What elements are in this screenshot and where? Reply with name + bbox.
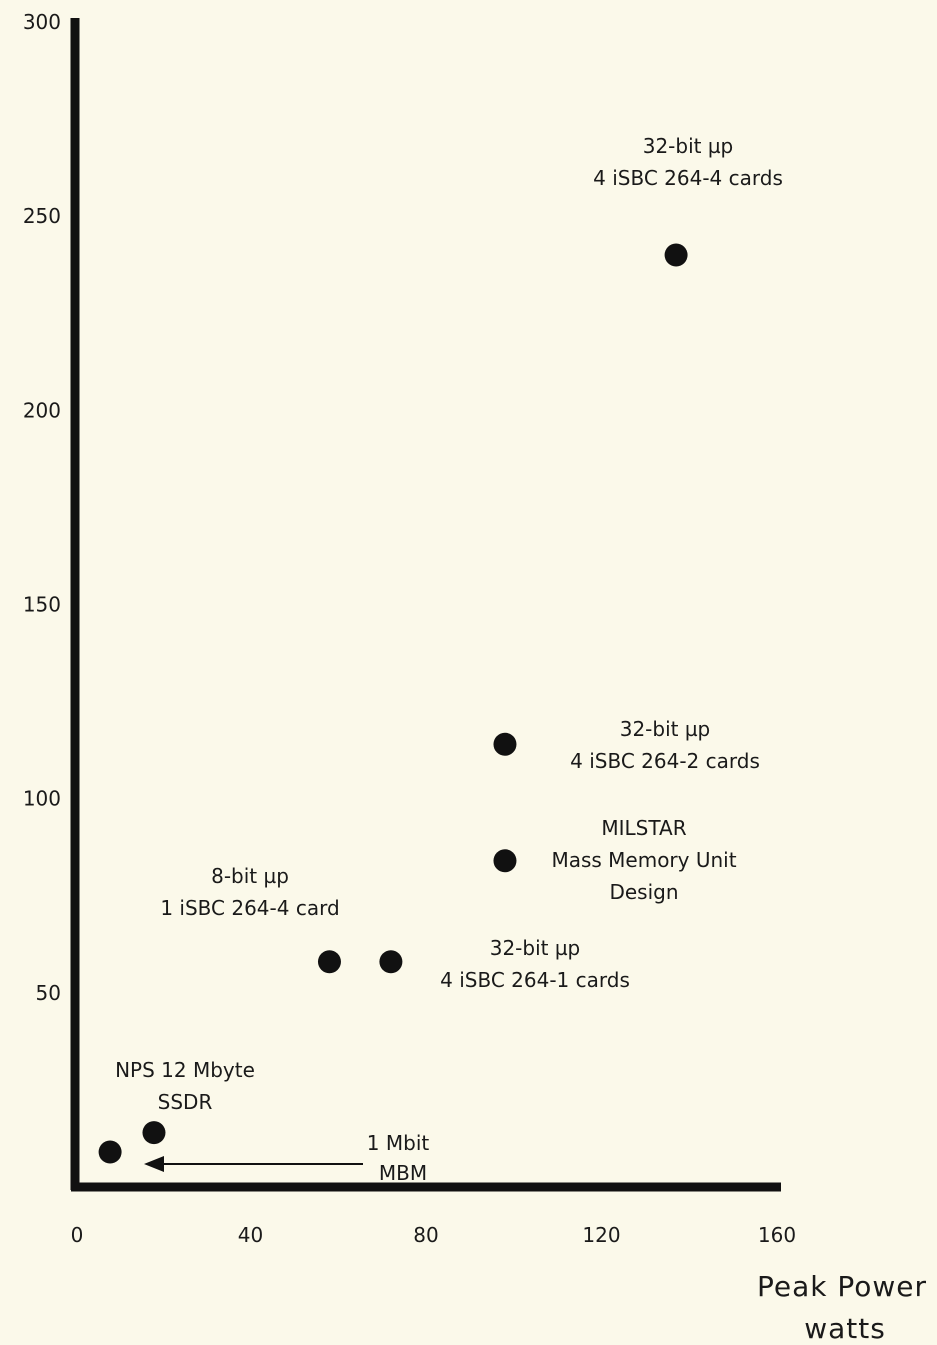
point-label-1-line1: 32-bit µp: [643, 134, 734, 158]
x-tick-label-40: 40: [238, 1223, 263, 1247]
data-point-3: [493, 849, 517, 873]
x-tick-label-0: 0: [71, 1223, 84, 1247]
x-axis-title-line2: watts: [804, 1312, 886, 1345]
x-tick-label-160: 160: [758, 1223, 796, 1247]
point-label-3-line2: Mass Memory Unit: [551, 848, 736, 872]
point-label-5-line1: 32-bit µp: [490, 936, 581, 960]
data-point-4: [317, 950, 341, 974]
point-label-3-line1: MILSTAR: [601, 816, 686, 840]
point-label-6-line1: NPS 12 Mbyte: [115, 1058, 255, 1082]
annotation-mbm-line1: 1 Mbit: [367, 1131, 430, 1155]
annotation-arrowhead: [144, 1156, 164, 1172]
data-point-1: [664, 243, 688, 267]
point-label-2-line2: 4 iSBC 264-2 cards: [570, 749, 760, 773]
y-tick-label-250: 250: [23, 204, 61, 228]
data-point-6: [142, 1121, 166, 1145]
y-tick-label-300: 300: [23, 10, 61, 34]
x-axis-title-line1: Peak Power: [757, 1270, 927, 1303]
point-label-3-line3: Design: [609, 880, 678, 904]
x-tick-label-120: 120: [582, 1223, 620, 1247]
annotation-mbm-line2: MBM: [379, 1161, 427, 1185]
point-label-2-line1: 32-bit µp: [620, 717, 711, 741]
point-label-4-line2: 1 iSBC 264-4 card: [160, 896, 339, 920]
point-label-1-line2: 4 iSBC 264-4 cards: [593, 166, 783, 190]
data-point-2: [493, 732, 517, 756]
y-tick-label-50: 50: [36, 981, 61, 1005]
point-label-4-line1: 8-bit µp: [211, 864, 289, 888]
point-label-6-line2: SSDR: [158, 1090, 213, 1114]
y-tick-label-200: 200: [23, 398, 61, 422]
y-tick-label-150: 150: [23, 593, 61, 617]
data-point-5: [379, 950, 403, 974]
point-label-5-line2: 4 iSBC 264-1 cards: [440, 968, 630, 992]
x-tick-label-80: 80: [413, 1223, 438, 1247]
y-tick-label-100: 100: [23, 787, 61, 811]
data-point-7: [98, 1140, 122, 1164]
